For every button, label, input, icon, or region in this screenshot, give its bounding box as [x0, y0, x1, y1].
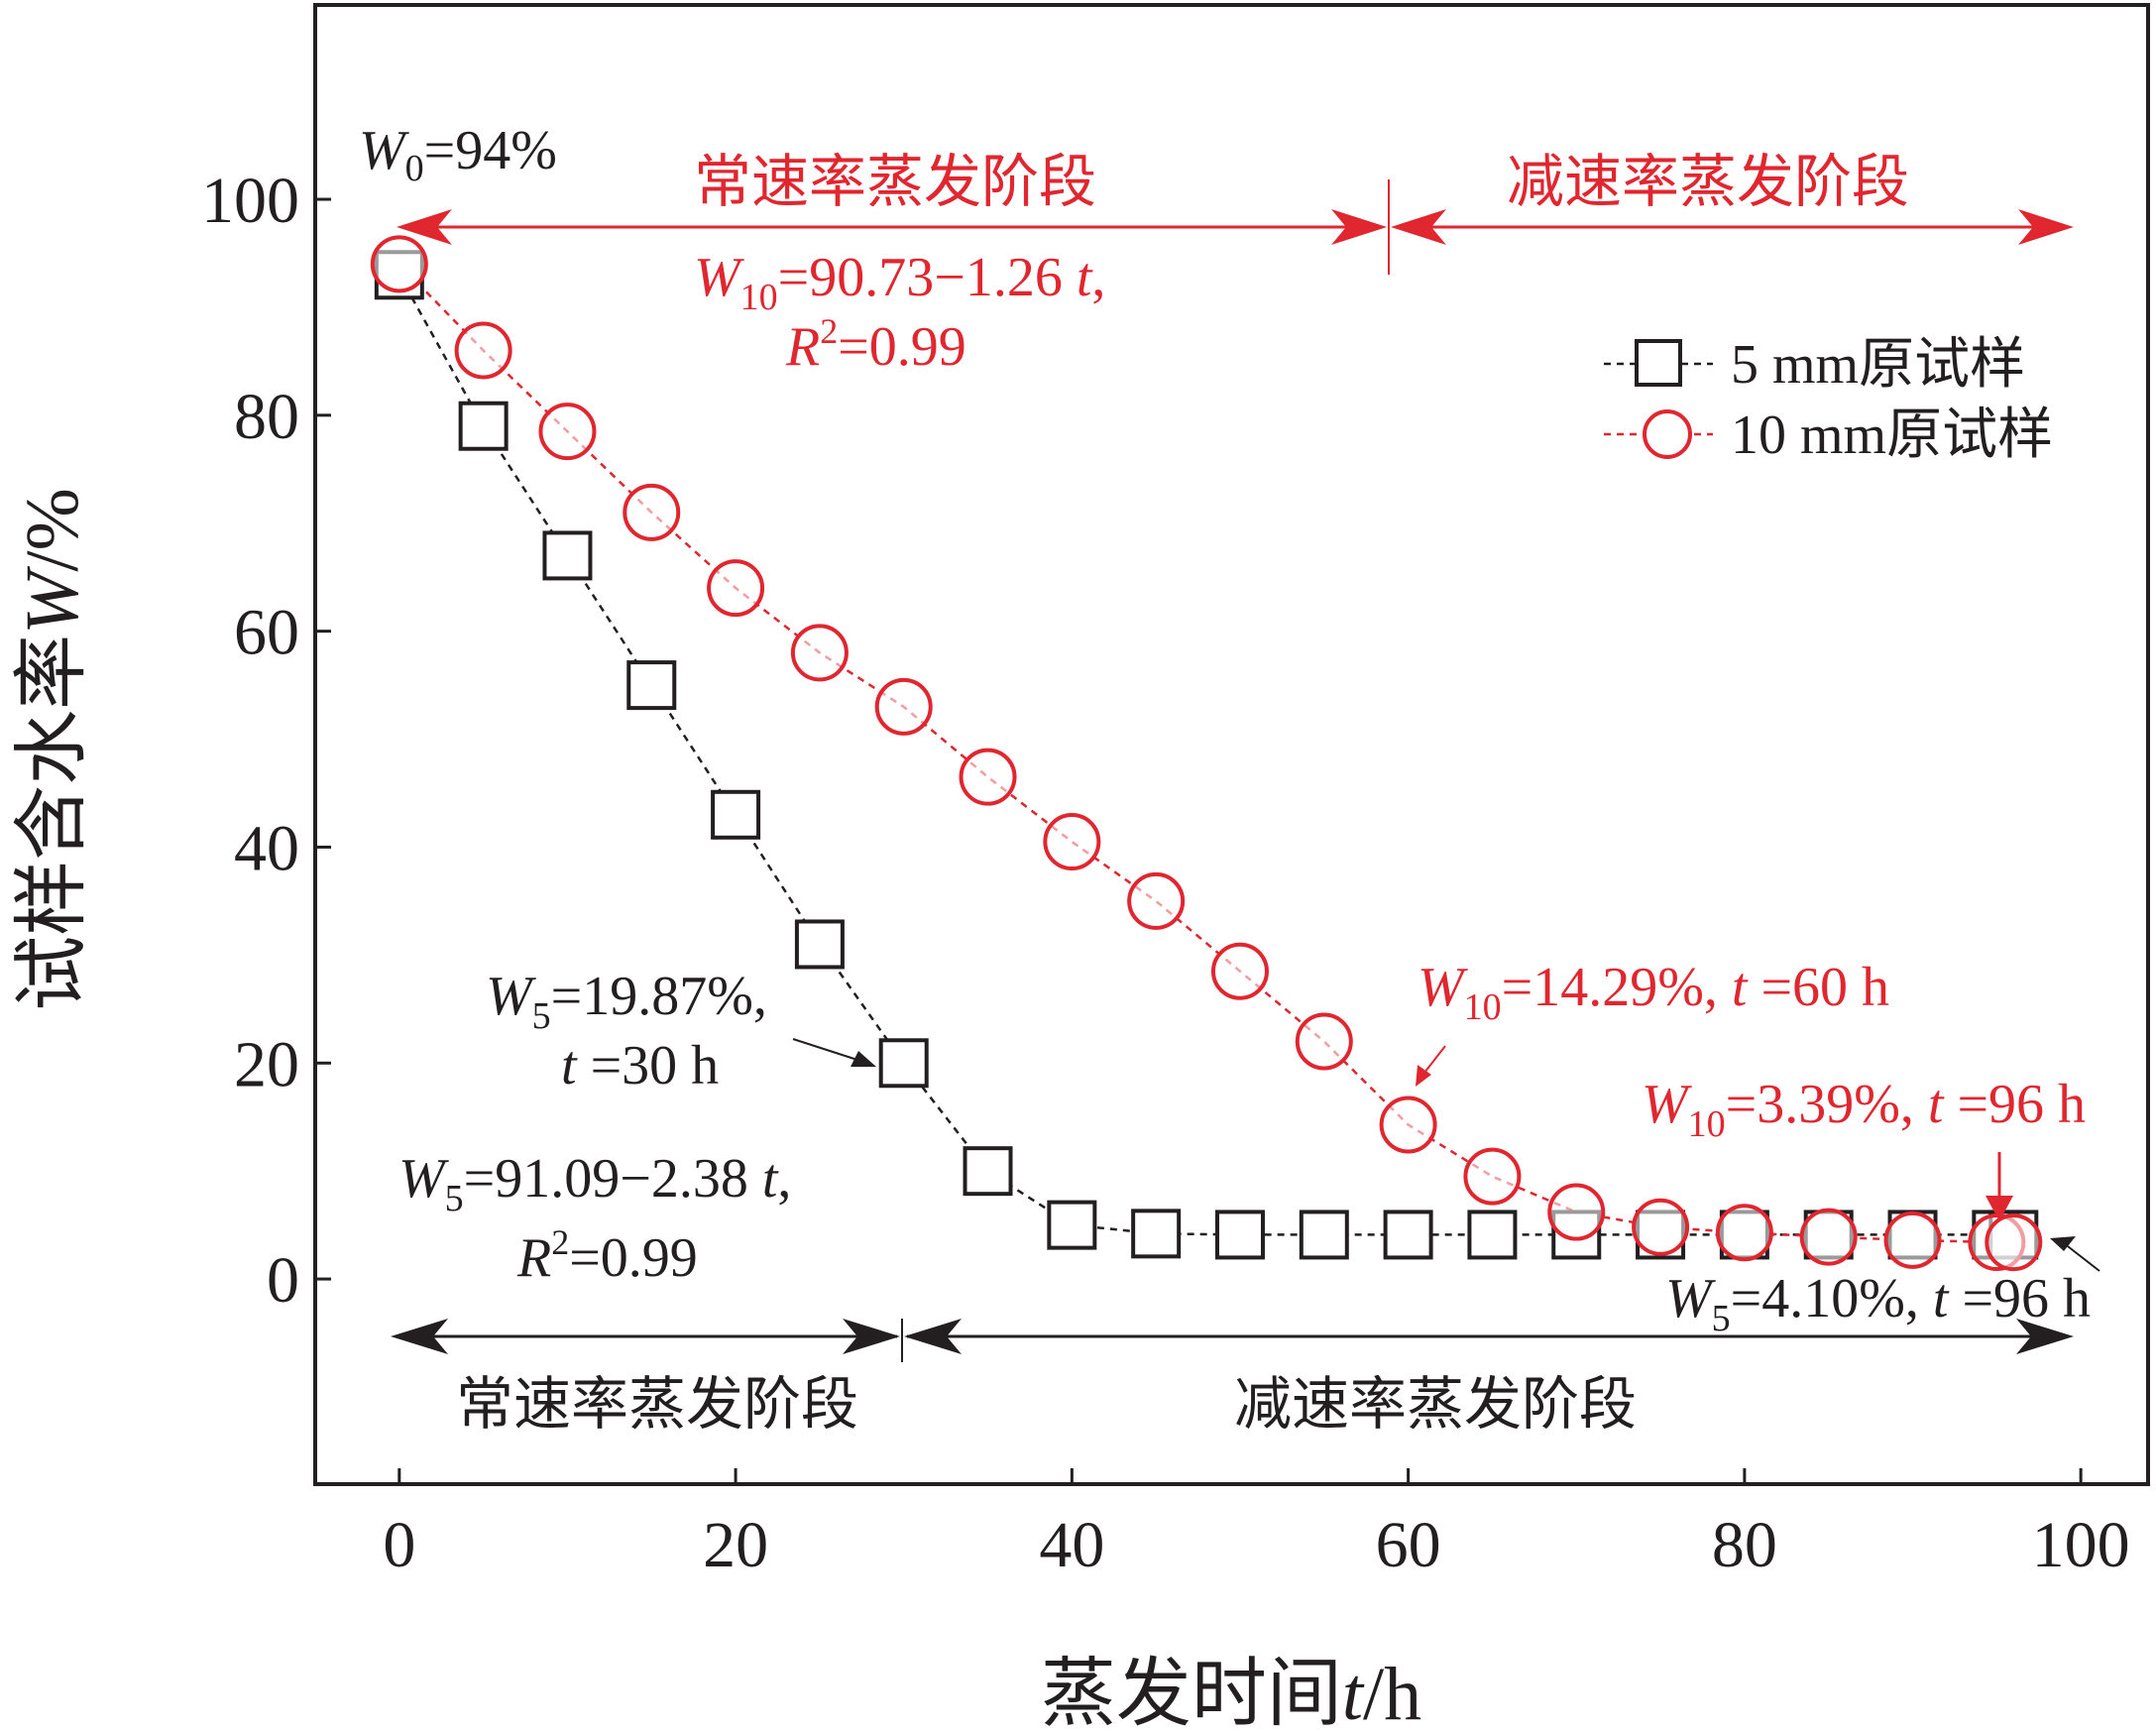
bottom-constant-stage-label: 常速率蒸发阶段 — [456, 1372, 858, 1437]
data-point-circle — [1043, 813, 1101, 871]
top-constant-arrowhead-left — [397, 209, 452, 245]
annotation-pt5-30-line2: t =30 h — [561, 1035, 719, 1097]
data-point-circle — [1127, 871, 1186, 930]
x-tick-label: 40 — [1039, 1509, 1104, 1581]
legend-label-10mm: 10 mm原试样 — [1731, 404, 2053, 466]
data-point-square — [1299, 1210, 1349, 1260]
top-constant-stage-label: 常速率蒸发阶段 — [694, 150, 1096, 214]
annotation-pt5-30-arrowhead — [851, 1051, 876, 1067]
annotation-pt10-60-leader — [1423, 1045, 1446, 1074]
annotation-fit5-line1: W5=91.09−2.38 t, — [398, 1148, 791, 1219]
bottom-constant-arrowhead-right — [843, 1319, 900, 1354]
annotation-pt5-96-arrowhead — [2050, 1236, 2076, 1251]
top-constant-arrowhead-right — [1331, 209, 1387, 245]
x-tick-label: 100 — [2032, 1509, 2130, 1581]
data-point-square — [1214, 1210, 1265, 1260]
data-point-circle — [1210, 942, 1269, 1000]
y-axis-ticks: 0 20 40 60 80 100 — [201, 165, 331, 1317]
top-falling-stage-label: 减速率蒸发阶段 — [1507, 150, 1909, 214]
data-point-circle — [454, 321, 512, 380]
legend: 5 mm原试样 10 mm原试样 — [1604, 334, 2053, 466]
data-point-square — [711, 789, 761, 840]
data-point-circle — [874, 677, 933, 736]
bottom-falling-arrowhead-right — [2016, 1319, 2074, 1354]
data-point-circle — [1985, 1213, 2043, 1272]
data-point-circle — [370, 235, 428, 293]
y-tick-label: 20 — [234, 1028, 299, 1100]
data-point-square — [963, 1146, 1013, 1197]
annotation-pt10-60-arrowhead — [1416, 1065, 1431, 1087]
bottom-falling-arrowhead-left — [904, 1319, 962, 1354]
data-point-square — [878, 1038, 929, 1089]
legend-marker-5mm — [1635, 339, 1682, 387]
data-point-circle — [623, 483, 681, 541]
annotation-fit10-line2: R2=0.99 — [785, 311, 966, 378]
data-point-circle — [1715, 1204, 1773, 1262]
y-axis-title: 试样含水率W/% — [11, 488, 94, 1011]
bottom-constant-arrowhead-left — [391, 1319, 448, 1354]
data-point-circle — [1883, 1211, 1942, 1269]
y-axis-title-suffix: /% — [11, 488, 94, 571]
data-point-circle — [707, 559, 765, 618]
x-tick-label: 80 — [1712, 1509, 1777, 1581]
data-point-circle — [1547, 1183, 1606, 1241]
annotation-fit5-line2: R2=0.99 — [516, 1222, 698, 1289]
annotation-pt10-96: W10=3.39%, t =96 h — [1642, 1074, 2086, 1145]
x-axis-title-suffix: /h — [1363, 1653, 1421, 1732]
y-tick-label: 40 — [234, 812, 299, 884]
x-axis-ticks: 0 20 40 60 80 100 — [383, 1468, 2130, 1581]
top-falling-arrowhead-left — [1391, 209, 1446, 245]
annotation-pt5-96: W5=4.10%, t =96 h — [1665, 1268, 2091, 1339]
y-tick-label: 60 — [234, 597, 299, 669]
legend-label-5mm: 5 mm原试样 — [1731, 334, 2025, 396]
data-point-circle — [1463, 1147, 1522, 1206]
data-point-circle — [1632, 1198, 1690, 1256]
bottom-stage-arrows: 常速率蒸发阶段 减速率蒸发阶段 — [391, 1319, 2074, 1437]
x-tick-label: 60 — [1376, 1509, 1441, 1581]
annotations: W0=94% W10=90.73−1.26 t, R2=0.99 W5=19.8… — [359, 120, 2100, 1339]
plot-frame — [313, 3, 2150, 1486]
annotation-pt5-96-leader — [2063, 1242, 2100, 1272]
x-axis-title-prefix: 蒸发时间 — [1041, 1653, 1342, 1732]
data-point-square — [542, 530, 593, 581]
data-point-square — [1131, 1209, 1182, 1259]
y-axis-title-var: W — [11, 565, 94, 635]
x-axis-title: 蒸发时间t/h — [1041, 1653, 1421, 1732]
annotation-pt10-96-arrowhead — [1986, 1196, 2013, 1221]
data-point-circle — [959, 748, 1017, 806]
data-point-circle — [1295, 1012, 1353, 1071]
y-axis-title-prefix: 试样含水率 — [11, 635, 94, 1011]
annotation-fit10-line1: W10=90.73−1.26 t, — [694, 247, 1105, 318]
data-point-square — [1383, 1210, 1433, 1260]
annotation-pt5-30-leader — [792, 1038, 861, 1062]
x-tick-label: 20 — [703, 1509, 768, 1581]
bottom-falling-stage-label: 减速率蒸发阶段 — [1234, 1372, 1637, 1437]
data-point-circle — [1799, 1208, 1858, 1266]
data-point-circle — [1379, 1096, 1437, 1154]
legend-marker-10mm — [1643, 409, 1692, 459]
data-point-square — [458, 401, 509, 451]
x-axis-title-var: t — [1342, 1653, 1365, 1732]
y-tick-label: 100 — [201, 165, 299, 237]
annotation-pt5-30-line1: W5=19.87%, — [486, 966, 767, 1037]
top-falling-arrowhead-right — [2018, 209, 2074, 245]
data-point-circle — [538, 403, 597, 461]
data-point-square — [626, 660, 677, 711]
top-stage-arrows: 常速率蒸发阶段 减速率蒸发阶段 — [397, 150, 2074, 275]
data-point-circle — [790, 624, 849, 682]
data-point-square — [794, 919, 845, 970]
x-tick-label: 0 — [383, 1509, 415, 1581]
annotation-w0: W0=94% — [359, 120, 557, 189]
data-point-square — [1467, 1210, 1518, 1260]
y-tick-label: 80 — [234, 381, 299, 453]
annotation-pt10-60: W10=14.29%, t =60 h — [1418, 957, 1889, 1028]
y-tick-label: 0 — [267, 1244, 299, 1317]
data-point-square — [1047, 1200, 1097, 1250]
